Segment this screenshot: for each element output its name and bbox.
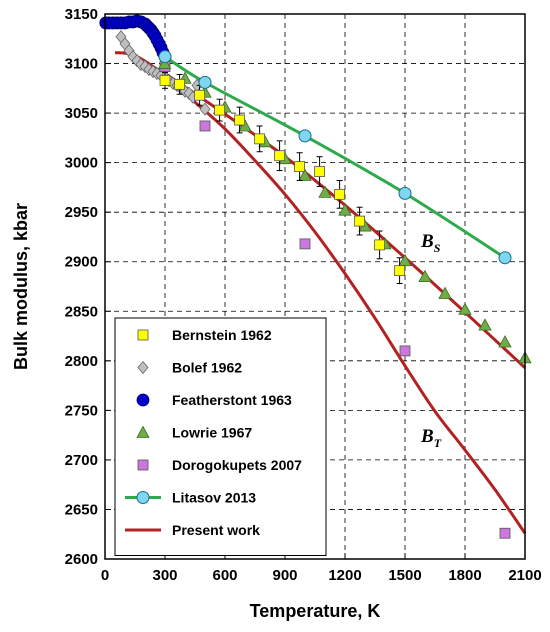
data-point <box>394 265 406 277</box>
y-tick-label: 2900 <box>65 254 98 271</box>
annotation-main: B <box>420 231 434 252</box>
legend-marker <box>136 491 150 504</box>
legend-entry-bernstein-1962: Bernstein 1962 <box>137 327 272 343</box>
data-point <box>478 318 492 331</box>
data-point <box>314 166 326 177</box>
legend-label: Litasov 2013 <box>172 490 256 506</box>
legend-entry-dorogokupets-2007: Dorogokupets 2007 <box>137 457 302 473</box>
data-point <box>299 238 311 250</box>
data-point <box>318 185 332 198</box>
x-tick-label: 1500 <box>388 567 421 584</box>
x-tick-label: 300 <box>152 567 177 584</box>
x-tick-label: 0 <box>101 567 109 584</box>
data-point <box>374 239 386 251</box>
y-tick-label: 2800 <box>65 353 98 370</box>
x-tick-label: 900 <box>272 567 297 584</box>
legend-entry-lowrie-1967: Lowrie 1967 <box>136 425 252 441</box>
data-point <box>199 120 211 132</box>
y-tick-label: 2600 <box>65 551 98 568</box>
data-point <box>199 102 211 116</box>
y-tick-label: 3050 <box>65 105 98 122</box>
data-point <box>214 104 226 116</box>
x-tick-label: 600 <box>212 567 237 584</box>
legend-marker <box>137 329 149 341</box>
legend-marker <box>136 425 150 438</box>
legend-entry-litasov-2013: Litasov 2013 <box>125 490 256 506</box>
data-point <box>194 89 206 101</box>
legend-label: Bernstein 1962 <box>172 327 272 343</box>
legend-marker <box>137 459 149 471</box>
legend-label: Bolef 1962 <box>172 360 242 376</box>
data-point <box>498 251 512 265</box>
y-tick-label: 3000 <box>65 155 98 172</box>
data-point <box>499 527 511 539</box>
data-point <box>418 269 432 282</box>
legend-entry-featherstont-1963: Featherstont 1963 <box>136 392 292 408</box>
y-axis-title: Bulk modulus, kbar <box>11 203 31 370</box>
data-point <box>399 345 411 357</box>
y-tick-label: 3100 <box>65 56 98 73</box>
plot-area <box>99 14 532 539</box>
data-point <box>298 129 312 143</box>
legend-label: Lowrie 1967 <box>172 425 252 441</box>
y-tick-label: 2700 <box>65 452 98 469</box>
x-tick-label: 2100 <box>508 567 541 584</box>
data-point <box>334 188 346 200</box>
legend: Bernstein 1962 Bolef 1962 Featherstont 196… <box>114 317 327 556</box>
y-tick-label: 2850 <box>65 303 98 320</box>
annotation-subscript: S <box>434 241 441 255</box>
y-tick-label: 3150 <box>65 6 98 23</box>
data-point <box>158 50 172 64</box>
data-point <box>458 302 472 315</box>
y-tick-label: 2650 <box>65 501 98 518</box>
legend-label: Present work <box>172 522 260 538</box>
data-point <box>198 75 212 89</box>
legend-label: Featherstont 1963 <box>172 392 292 408</box>
x-tick-label: 1800 <box>448 567 481 584</box>
data-point <box>338 203 352 216</box>
legend-entry-bolef-1962: Bolef 1962 <box>137 360 242 376</box>
annotation-main: B <box>420 426 434 447</box>
series-bernstein-1962 <box>159 71 406 285</box>
annotation-bs: BS <box>420 231 441 255</box>
x-axis-title: Temperature, K <box>250 601 381 621</box>
data-point <box>294 161 306 173</box>
series-litasov-2013 <box>158 50 512 265</box>
legend-marker <box>137 360 149 375</box>
legend-box <box>114 317 327 556</box>
legend-entry-present-work: Present work <box>125 522 260 538</box>
axes: 0 300 600 900 1200 1500 1800 2100 2600 2650 2700 27… <box>65 6 542 584</box>
data-point <box>438 286 452 299</box>
plot-frame <box>104 13 526 560</box>
x-tick-label: 1200 <box>328 567 361 584</box>
y-tick-label: 2750 <box>65 402 98 419</box>
legend-marker <box>136 393 150 407</box>
data-point <box>234 114 246 126</box>
data-point <box>298 168 312 181</box>
data-point <box>159 74 171 86</box>
data-point <box>398 186 412 200</box>
annotation-bt: BT <box>420 426 442 450</box>
annotation-subscript: T <box>434 436 442 450</box>
data-point <box>174 78 186 90</box>
data-point <box>498 335 512 348</box>
data-point <box>354 215 366 227</box>
legend-label: Dorogokupets 2007 <box>172 457 302 473</box>
data-point <box>274 150 286 162</box>
y-tick-label: 2950 <box>65 204 98 221</box>
data-point <box>238 119 252 132</box>
data-point <box>254 133 266 145</box>
